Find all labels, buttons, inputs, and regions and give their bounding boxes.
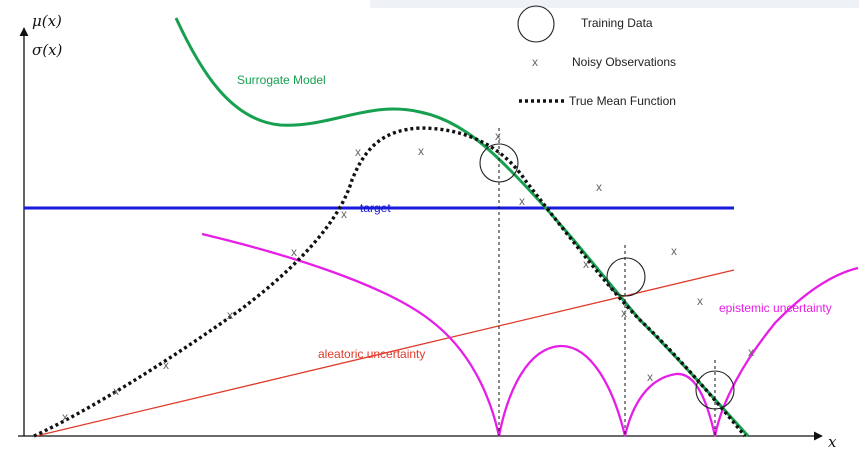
noisy-observation-marker: x xyxy=(748,345,754,359)
noisy-observation-marker: x xyxy=(671,244,677,258)
target-label: target xyxy=(360,201,391,215)
noisy-observation-marker: x xyxy=(291,245,297,259)
noisy-observation-marker: x xyxy=(621,306,627,320)
noisy-observation-marker: x xyxy=(697,294,703,308)
y-axis-label-mu: μ(x) xyxy=(32,12,62,30)
noisy-observation-marker: x xyxy=(341,207,347,221)
epistemic-uncertainty-label: epistemic uncertainty xyxy=(719,301,832,315)
noisy-observation-marker: x xyxy=(495,129,501,143)
noisy-observations: x x x x x x x x x x x x x x x x x xyxy=(62,129,754,424)
training-data-circle-3 xyxy=(695,370,735,410)
noisy-observation-marker: x xyxy=(519,194,525,208)
training-data-circle-1 xyxy=(479,143,519,183)
legend-true-mean-label: True Mean Function xyxy=(569,94,676,108)
noisy-observation-marker: x xyxy=(113,384,119,398)
training-data-circle-2 xyxy=(606,257,646,297)
background-panel xyxy=(370,0,859,8)
legend-training-data-icon xyxy=(517,5,555,43)
noisy-observation-marker: x xyxy=(596,180,602,194)
noisy-observation-marker: x xyxy=(355,145,361,159)
legend-noisy-observations-icon: x xyxy=(532,55,538,69)
noisy-observation-marker: x xyxy=(227,308,233,322)
aleatoric-uncertainty-line xyxy=(35,269,735,437)
noisy-observation-marker: x xyxy=(647,370,653,384)
legend-training-data-label: Training Data xyxy=(581,16,653,30)
x-axis-label: x xyxy=(828,433,837,451)
noisy-observation-marker: x xyxy=(62,410,68,424)
true-mean-function-curve xyxy=(33,126,747,438)
noisy-observation-marker: x xyxy=(418,144,424,158)
noisy-observation-marker: x xyxy=(163,358,169,372)
epistemic-uncertainty-curve xyxy=(201,232,859,437)
surrogate-model-label: Surrogate Model xyxy=(237,73,326,87)
legend: Training Data x Noisy Observations True … xyxy=(517,5,676,108)
aleatoric-uncertainty-label: aleatoric uncertainty xyxy=(318,347,425,361)
noisy-observation-marker: x xyxy=(583,257,589,271)
legend-noisy-observations-label: Noisy Observations xyxy=(572,55,676,69)
y-axis-label-sigma: σ(x) xyxy=(32,41,63,59)
